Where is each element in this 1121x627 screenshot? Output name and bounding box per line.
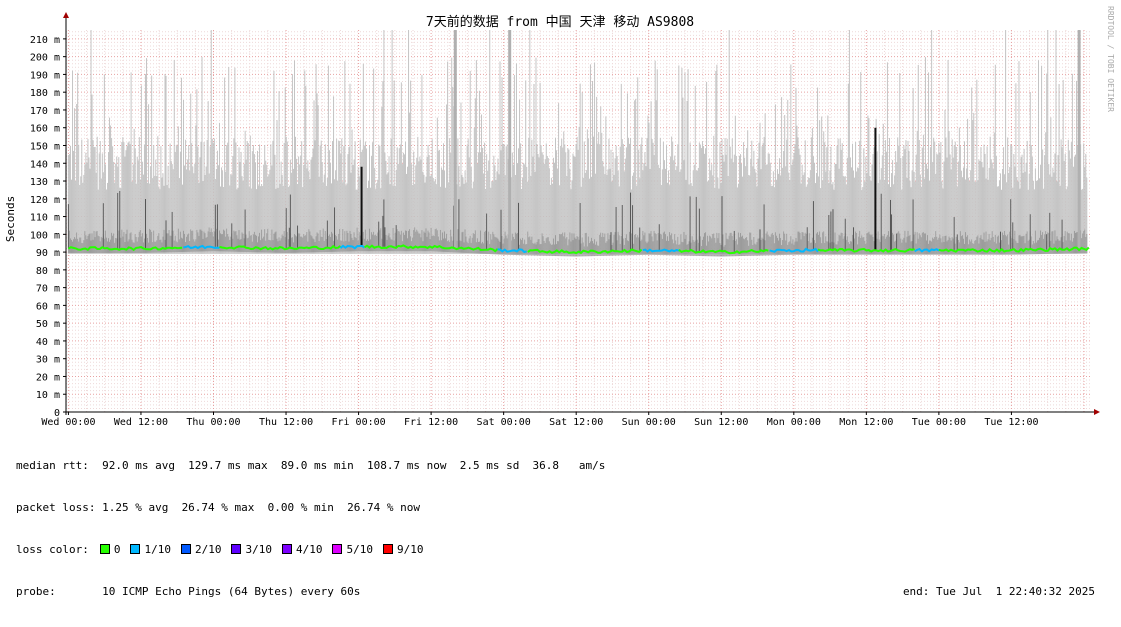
y-tick-label: 90 m	[36, 248, 60, 259]
legend-entry: 2/10	[180, 543, 222, 557]
chart-svg: 7天前的数据 from 中国 天津 移动 AS9808 Seconds RRDT…	[4, 6, 1115, 428]
x-tick-label: Sun 00:00	[622, 417, 676, 428]
x-tick-label: Sat 12:00	[549, 417, 603, 428]
legend-swatch	[382, 544, 393, 554]
median-segment	[67, 246, 183, 252]
legend-swatch	[332, 544, 343, 554]
y-tick-label: 10 m	[36, 390, 60, 401]
y-axis-arrow	[63, 12, 69, 18]
legend-entry: 3/10	[231, 543, 272, 557]
packet-loss-text: packet loss: 1.25 % avg 26.74 % max 0.00…	[16, 501, 420, 514]
loss-color-legend: 0 1/10 2/10 3/10 4/10 5/10 9/10	[99, 543, 434, 557]
y-tick-label: 160 m	[30, 124, 60, 135]
y-tick-label: 110 m	[30, 213, 60, 224]
y-tick-label: 120 m	[30, 195, 60, 206]
median-segment	[938, 246, 1090, 253]
y-tick-label: 100 m	[30, 230, 60, 241]
y-tick-label: 130 m	[30, 177, 60, 188]
y-tick-label: 80 m	[36, 266, 60, 277]
median-segment	[219, 244, 341, 251]
median-rtt-text: median rtt: 92.0 ms avg 129.7 ms max 89.…	[16, 459, 606, 472]
median-segment	[914, 247, 940, 253]
legend-label: 2/10	[194, 543, 222, 556]
y-tick-label: 180 m	[30, 88, 60, 99]
y-axis-label: Seconds	[4, 196, 17, 242]
y-tick-label: 50 m	[36, 319, 60, 330]
legend-label: 3/10	[245, 543, 272, 556]
y-tick-label: 200 m	[30, 53, 60, 64]
probe-text: probe: 10 ICMP Echo Pings (64 Bytes) eve…	[16, 585, 361, 598]
x-tick-label: Wed 12:00	[114, 417, 168, 428]
smokeping-chart: 7天前的数据 from 中国 天津 移动 AS9808 Seconds RRDT…	[4, 6, 1115, 598]
median-segment	[817, 247, 915, 253]
legend-label: 1/10	[144, 543, 171, 556]
y-tick-label: 70 m	[36, 284, 60, 295]
legend-swatch	[130, 544, 141, 554]
chart-title: 7天前的数据 from 中国 天津 移动 AS9808	[426, 14, 694, 30]
legend-entry: 4/10	[281, 543, 323, 557]
y-tick-label: 150 m	[30, 141, 60, 152]
packet-loss-row: packet loss: 1.25 % avg 26.74 % max 0.00…	[16, 501, 1111, 515]
x-tick-label: Thu 12:00	[259, 417, 313, 428]
x-tick-label: Sat 00:00	[477, 417, 531, 428]
median-segment	[183, 244, 220, 250]
y-tick-labels: 0 10 m 20 m 30 m 40 m 50 m 60 m 70 m 80 m 90 m 100…	[30, 35, 66, 419]
legend-label: 0	[113, 543, 121, 556]
y-tick-label: 140 m	[30, 159, 60, 170]
x-tick-label: Fri 12:00	[404, 417, 458, 428]
median-segment	[678, 248, 769, 255]
median-segment	[769, 247, 819, 253]
legend-swatch	[231, 544, 242, 554]
probe-row: probe: 10 ICMP Echo Pings (64 Bytes) eve…	[16, 585, 1111, 599]
y-tick-label: 60 m	[36, 301, 60, 312]
y-tick-label: 210 m	[30, 35, 60, 46]
legend-swatch	[180, 544, 191, 554]
x-tick-label: Tue 00:00	[912, 417, 966, 428]
legend-swatch	[281, 544, 292, 554]
legend-entry: 5/10	[332, 543, 373, 557]
median-segment	[642, 248, 680, 253]
x-tick-label: Wed 00:00	[41, 417, 95, 428]
legend-swatch	[99, 544, 110, 554]
legend-label: 9/10	[396, 543, 424, 556]
legend-label: 4/10	[295, 543, 323, 556]
legend-entry: 1/10	[130, 543, 171, 557]
x-tick-label: Sun 12:00	[694, 417, 748, 428]
x-tick-label: Tue 12:00	[984, 417, 1038, 428]
x-tick-label: Mon 12:00	[839, 417, 893, 428]
legend-block: median rtt: 92.0 ms avg 129.7 ms max 89.…	[16, 431, 1111, 627]
median-rtt-row: median rtt: 92.0 ms avg 129.7 ms max 89.…	[16, 459, 1111, 473]
watermark: RRDTOOL / TOBI OETIKER	[1106, 6, 1115, 112]
median-segment	[364, 244, 499, 253]
x-tick-labels: Wed 00:00 Wed 12:00 Thu 00:00 Thu 12:00 Fri …	[41, 412, 1039, 428]
x-tick-label: Thu 00:00	[186, 417, 240, 428]
y-tick-label: 170 m	[30, 106, 60, 117]
median-segment	[497, 248, 527, 254]
legend-label: 5/10	[346, 543, 373, 556]
y-tick-label: 0	[54, 408, 60, 419]
y-tick-label: 190 m	[30, 70, 60, 81]
loss-color-row: loss color: 0 1/10 2/10 3/10 4/10 5/10 9/10	[16, 543, 1111, 557]
legend-entry: 0	[99, 543, 121, 557]
y-tick-label: 30 m	[36, 355, 60, 366]
median-line	[67, 244, 1090, 255]
loss-color-label: loss color:	[16, 543, 89, 556]
median-segment	[527, 248, 643, 255]
legend-entry: 9/10	[382, 543, 424, 557]
median-segment	[339, 244, 366, 250]
x-axis-arrow	[1094, 409, 1100, 415]
x-tick-label: Fri 00:00	[331, 417, 385, 428]
x-tick-label: Mon 00:00	[767, 417, 821, 428]
y-tick-label: 40 m	[36, 337, 60, 348]
y-tick-label: 20 m	[36, 372, 60, 383]
end-time: end: Tue Jul 1 22:40:32 2025	[902, 585, 1095, 598]
smoke-band	[67, 30, 1088, 257]
